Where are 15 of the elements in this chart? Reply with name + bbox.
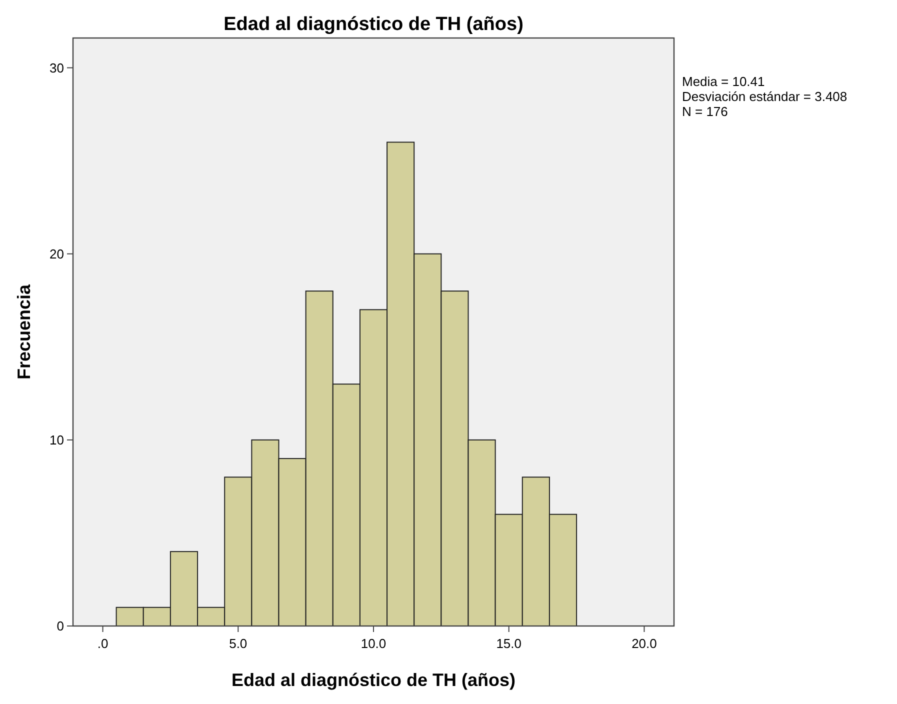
x-tick-label: .0 <box>97 636 108 651</box>
text: Media = 10.41 <box>682 74 765 89</box>
text: Desviación estándar = 3.408 <box>682 89 848 104</box>
x-tick-label: 5.0 <box>229 636 248 651</box>
y-axis-title: Frecuencia <box>14 283 34 380</box>
y-tick-label: 20 <box>50 246 64 262</box>
x-axis-title: Edad al diagnóstico de TH (años) <box>231 670 516 690</box>
x-tick-label: 20.0 <box>632 636 657 651</box>
x-tick-label: 10.0 <box>360 636 386 651</box>
y-tick-label: 10 <box>50 432 64 448</box>
text: N = 176 <box>682 104 728 119</box>
y-tick-label: 0 <box>56 618 64 634</box>
x-tick-label: 15.0 <box>496 636 522 651</box>
chart-title: Edad al diagnóstico de TH (años) <box>224 14 524 35</box>
y-tick-label: 30 <box>50 60 64 76</box>
